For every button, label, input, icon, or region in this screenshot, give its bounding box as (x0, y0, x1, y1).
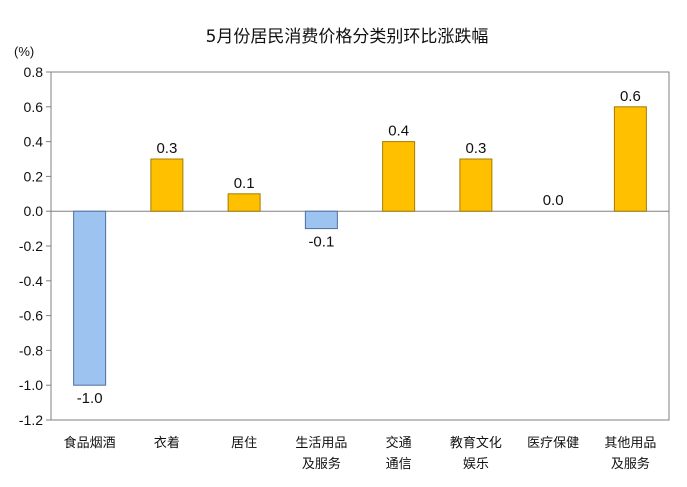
bar (382, 141, 416, 212)
data-label: 0.4 (388, 123, 409, 140)
x-category-label: 交通 (386, 435, 412, 451)
x-category-label: 医疗保健 (527, 436, 579, 451)
bar (613, 106, 647, 212)
data-label: -0.1 (308, 234, 334, 251)
x-category-label: 居住 (231, 436, 257, 451)
bar (227, 193, 261, 212)
y-tick-label: -0.8 (19, 342, 43, 358)
data-label: 0.3 (465, 140, 486, 157)
x-category-label: 及服务 (302, 456, 341, 472)
x-category-label: 其他用品 (604, 436, 656, 451)
bar (73, 210, 107, 386)
bar (150, 158, 184, 212)
data-label: 0.0 (543, 192, 564, 209)
y-unit-label: (%) (14, 44, 34, 59)
x-category-label: 生活用品 (295, 436, 347, 451)
y-tick-label: -0.2 (19, 238, 43, 254)
y-tick-label: 0.2 (24, 168, 44, 184)
y-tick-label: 0.0 (24, 203, 44, 219)
x-category-label: 教育文化 (450, 435, 502, 451)
y-tick-label: -0.4 (19, 273, 43, 289)
data-label: 0.3 (156, 140, 177, 157)
x-category-label: 娱乐 (463, 457, 489, 472)
data-label: 0.6 (620, 88, 641, 105)
bar (459, 158, 493, 212)
y-tick-label: 0.8 (24, 64, 44, 80)
chart-title: 5月份居民消费价格分类别环比涨跌幅 (206, 27, 489, 47)
bar (304, 210, 338, 230)
y-tick-label: -1.2 (19, 412, 43, 428)
y-tick-label: 0.4 (24, 134, 44, 150)
plot-area: 0.8 0.6 0.4 0.2 0.0 -0.2 -0.4 -0.6 -0.8 -1.0 -1.2 -… (19, 64, 670, 472)
y-tick-label: -0.6 (19, 308, 43, 324)
x-category-label: 衣着 (154, 435, 180, 451)
x-category-label: 及服务 (611, 456, 650, 472)
x-category-label: 食品烟酒 (64, 435, 116, 451)
plot-border (50, 71, 670, 421)
y-tick-label: -1.0 (19, 377, 43, 393)
data-label: 0.1 (234, 175, 255, 192)
data-label: -1.0 (77, 390, 103, 407)
y-tick-label: 0.6 (24, 99, 44, 115)
x-category-label: 通信 (386, 457, 412, 472)
